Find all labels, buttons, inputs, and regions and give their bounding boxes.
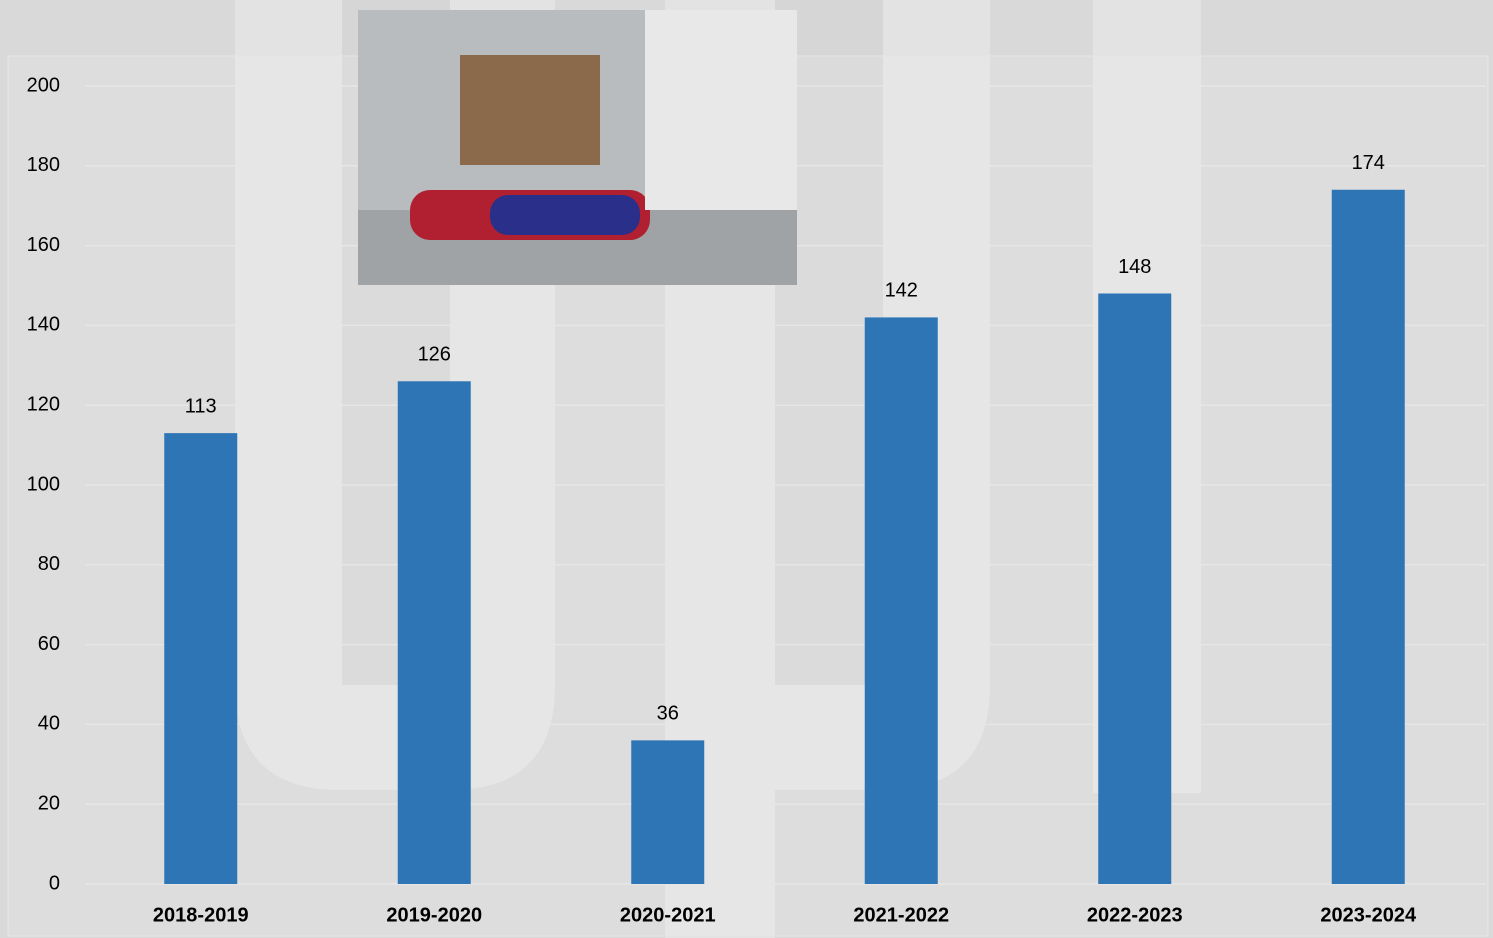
y-tick-label: 120 [27, 393, 60, 415]
value-label: 148 [1118, 256, 1151, 278]
y-tick-label: 160 [27, 234, 60, 256]
x-tick-label: 2019-2020 [386, 904, 482, 926]
value-label: 113 [185, 395, 217, 417]
y-tick-label: 0 [49, 872, 60, 894]
y-tick-label: 100 [27, 473, 60, 495]
x-tick-label: 2021-2022 [853, 904, 949, 926]
photo [358, 10, 797, 285]
bar [631, 740, 705, 884]
bar [1331, 189, 1405, 885]
value-label: 36 [657, 703, 679, 725]
y-tick-label: 80 [38, 553, 60, 575]
x-tick-label: 2020-2021 [620, 904, 716, 926]
bar [864, 317, 938, 884]
value-label: 142 [885, 280, 918, 302]
bar [397, 381, 471, 884]
x-tick-label: 2022-2023 [1087, 904, 1183, 926]
y-tick-label: 20 [38, 792, 60, 814]
value-label: 126 [418, 344, 451, 366]
y-tick-label: 60 [38, 633, 60, 655]
x-tick-label: 2023-2024 [1320, 904, 1417, 926]
y-tick-label: 180 [27, 154, 60, 176]
y-tick-label: 200 [27, 74, 60, 96]
bar [164, 433, 238, 884]
value-label: 174 [1352, 152, 1385, 174]
bar [1098, 293, 1172, 885]
y-tick-label: 140 [27, 314, 60, 336]
y-tick-label: 40 [38, 713, 60, 735]
x-tick-label: 2018-2019 [153, 904, 249, 926]
